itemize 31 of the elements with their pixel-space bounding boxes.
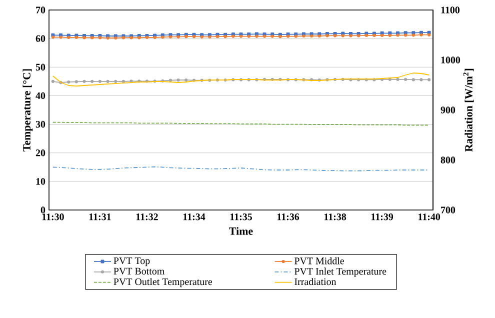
x-tick-label: 11:40	[418, 214, 440, 220]
x-tick-label: 11:36	[277, 214, 300, 220]
y2-tick-label: 900	[440, 106, 456, 114]
x-tick-label: 11:32	[136, 214, 158, 220]
y-tick-label: 30	[36, 120, 46, 128]
y-tick-label: 50	[36, 64, 46, 71]
y-tick-label: 60	[36, 35, 46, 42]
y-tick-label: 40	[36, 92, 46, 100]
y2-tick-label: 700	[441, 206, 456, 214]
x-tick-label: 11:30	[42, 214, 64, 220]
x-axis-title: Time	[229, 227, 253, 235]
legend-label: PVT Outlet Temperature	[114, 278, 212, 288]
y-tick-label: 70	[36, 6, 46, 14]
y-tick-label: 20	[36, 150, 46, 156]
legend-label: PVT Inlet Temperature	[294, 268, 386, 277]
legend-label: PVT Top	[114, 257, 150, 266]
y2-axis-title: Radiation [W/m$^{2}$]	[463, 68, 474, 152]
y-tick-label: 10	[36, 178, 46, 185]
legend-label: PVT Bottom	[114, 268, 164, 275]
x-tick-label: 11:34	[183, 214, 206, 220]
x-tick-label: 11:35	[230, 214, 252, 220]
y-axis-title: Temperature [°C]	[22, 69, 33, 152]
legend-label: PVT Middle	[294, 257, 344, 264]
y2-tick-label: 1000	[441, 56, 460, 64]
legend-label: Irradiation	[294, 278, 336, 286]
x-tick-label: 11:39	[372, 214, 394, 220]
y-tick-label: 0	[40, 206, 46, 214]
y2-tick-label: 800	[440, 156, 456, 164]
x-tick-label: 11:38	[324, 214, 346, 220]
x-tick-label: 11:31	[89, 214, 111, 220]
y2-tick-label: 1100	[441, 6, 460, 14]
